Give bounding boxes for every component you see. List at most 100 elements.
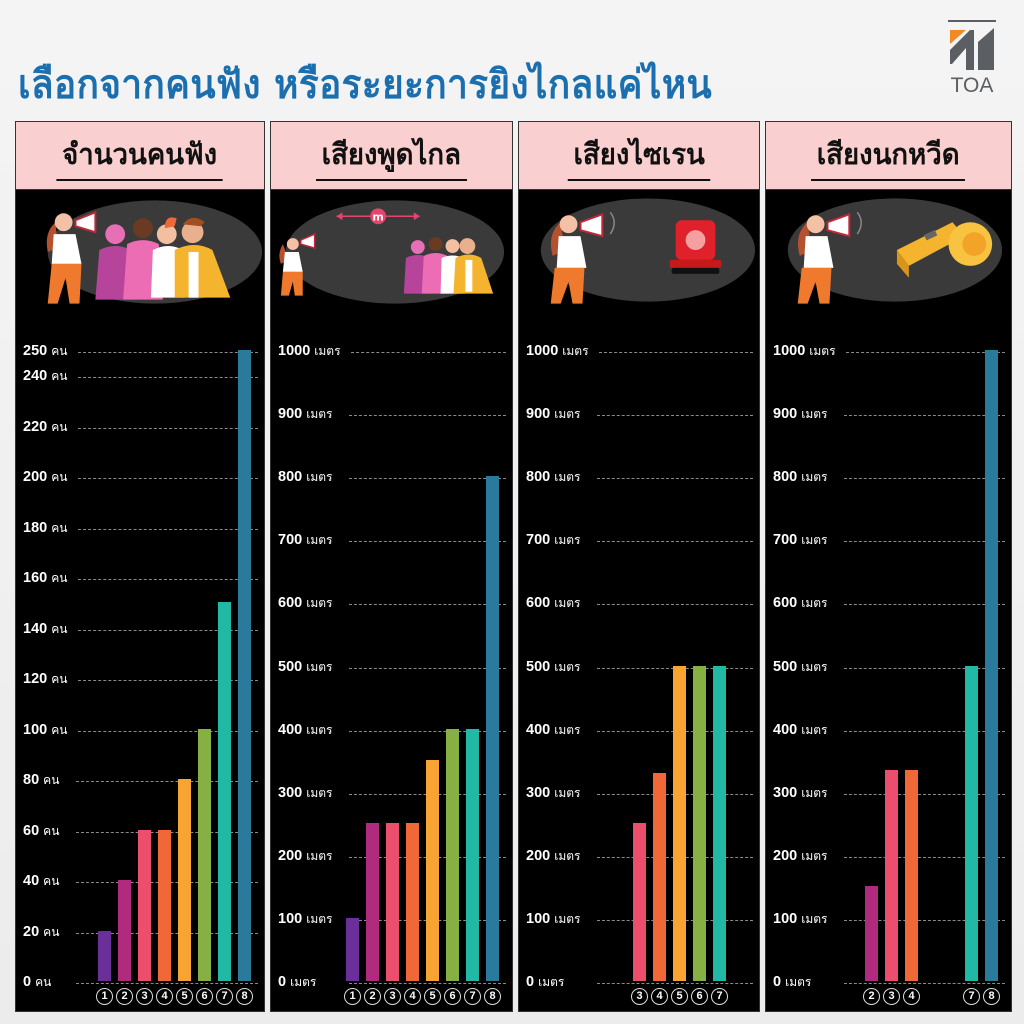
gridline (844, 856, 1005, 858)
gridline (349, 667, 506, 669)
bar-number-label: 7 (963, 988, 980, 1005)
gridline (349, 478, 506, 480)
bar-3 (885, 769, 898, 981)
y-tick-label: 80 คน (23, 772, 60, 789)
gridline (597, 415, 753, 417)
bar-number-label: 7 (464, 988, 481, 1005)
y-tick-label: 500 เมตร (773, 658, 828, 675)
y-tick-label: 100 เมตร (526, 910, 581, 927)
bar-1 (98, 930, 111, 981)
y-tick-label: 240 คน (23, 368, 68, 385)
gridline (349, 415, 506, 417)
bar-number-label: 8 (484, 988, 501, 1005)
y-tick-label: 900 เมตร (773, 406, 828, 423)
y-tick-label: 1000 เมตร (278, 343, 341, 359)
y-tick-label: 300 เมตร (773, 784, 828, 801)
gridline (844, 730, 1005, 732)
toa-logo-icon (948, 20, 996, 70)
bar-4 (158, 829, 171, 981)
y-tick-label: 0 คน (23, 974, 52, 990)
gridline (76, 781, 258, 783)
y-tick-label: 500 เมตร (526, 658, 581, 675)
bar-number-label: 1 (344, 988, 361, 1005)
panel-siren: เสียงไซเรน 0 เมตร 100 เมตร 200 เมตร 300 เมต… (518, 121, 760, 1012)
gridline (78, 579, 258, 581)
bar-2 (118, 880, 131, 981)
bar-number-label: 7 (216, 988, 233, 1005)
y-tick-label: 250 คน (23, 343, 68, 359)
bar-number-label: 3 (136, 988, 153, 1005)
y-tick-label: 180 คน (23, 519, 68, 536)
bar-4 (905, 769, 918, 981)
gridline (349, 730, 506, 732)
gridline (844, 415, 1005, 417)
bar-1 (346, 917, 359, 981)
gridline (349, 541, 506, 543)
gridline (349, 983, 506, 984)
bar-number-label: 4 (404, 988, 421, 1005)
gridline (844, 667, 1005, 669)
bar-number-label: 3 (631, 988, 648, 1005)
bar-2 (366, 823, 379, 981)
bar-8 (238, 350, 251, 981)
y-tick-label: 1000 เมตร (773, 343, 836, 359)
bar-6 (693, 665, 706, 981)
bar-2 (865, 886, 878, 981)
toa-logo: TOA (944, 18, 1000, 98)
y-tick-label: 0 เมตร (278, 974, 317, 990)
bar-number-label: 5 (424, 988, 441, 1005)
y-tick-label: 1000 เมตร (526, 343, 589, 359)
y-tick-label: 900 เมตร (526, 406, 581, 423)
siren-illustration (519, 192, 759, 312)
speech-distance-illustration: m (271, 192, 512, 312)
y-tick-label: 700 เมตร (526, 532, 581, 549)
y-tick-label: 200 เมตร (278, 847, 333, 864)
gridline (351, 352, 506, 353)
bar-8 (486, 476, 499, 981)
bar-7 (713, 665, 726, 981)
y-tick-label: 600 เมตร (773, 595, 828, 612)
y-tick-label: 500 เมตร (278, 658, 333, 675)
audience-count-chart: 0 คน 20 คน 40 คน 60 คน 80 คน 100 คน 120 คน 140 … (16, 322, 264, 1011)
gridline (78, 680, 258, 682)
bar-number-label: 6 (444, 988, 461, 1005)
y-tick-label: 0 เมตร (773, 974, 812, 990)
panel-header: เสียงนกหวีด (766, 122, 1011, 190)
svg-text:m: m (372, 210, 383, 223)
y-tick-label: 140 คน (23, 620, 68, 637)
panel-title: เสียงไซเรน (567, 131, 711, 181)
y-tick-label: 300 เมตร (526, 784, 581, 801)
y-tick-label: 0 เมตร (526, 974, 565, 990)
siren-chart: 0 เมตร 100 เมตร 200 เมตร 300 เมตร 400 เมตร 50… (519, 322, 759, 1011)
gridline (78, 629, 258, 631)
bar-5 (673, 665, 686, 981)
gridline (844, 793, 1005, 795)
gridline (844, 604, 1005, 606)
gridline (844, 983, 1005, 984)
gridline (597, 983, 753, 984)
bar-number-label: 2 (364, 988, 381, 1005)
whistle-icon (787, 198, 1003, 304)
bar-7 (965, 665, 978, 981)
gridline (599, 352, 753, 353)
speech-distance-icon: m (279, 200, 505, 304)
bar-number-label: 6 (196, 988, 213, 1005)
panel-title: เสียงนกหวีด (811, 131, 966, 181)
whistle-illustration (766, 192, 1011, 312)
y-tick-label: 160 คน (23, 570, 68, 587)
bar-3 (633, 823, 646, 981)
gridline (844, 478, 1005, 480)
y-tick-label: 200 คน (23, 469, 68, 486)
panel-title: จำนวนคนฟัง (56, 131, 224, 181)
y-tick-label: 40 คน (23, 873, 60, 890)
gridline (78, 352, 258, 353)
bar-number-label: 5 (671, 988, 688, 1005)
y-tick-label: 400 เมตร (773, 721, 828, 738)
bar-number-label: 4 (651, 988, 668, 1005)
bar-6 (198, 728, 211, 981)
y-tick-label: 600 เมตร (526, 595, 581, 612)
gridline (78, 377, 258, 379)
y-tick-label: 100 เมตร (278, 910, 333, 927)
bar-number-label: 4 (156, 988, 173, 1005)
gridline (78, 730, 258, 732)
